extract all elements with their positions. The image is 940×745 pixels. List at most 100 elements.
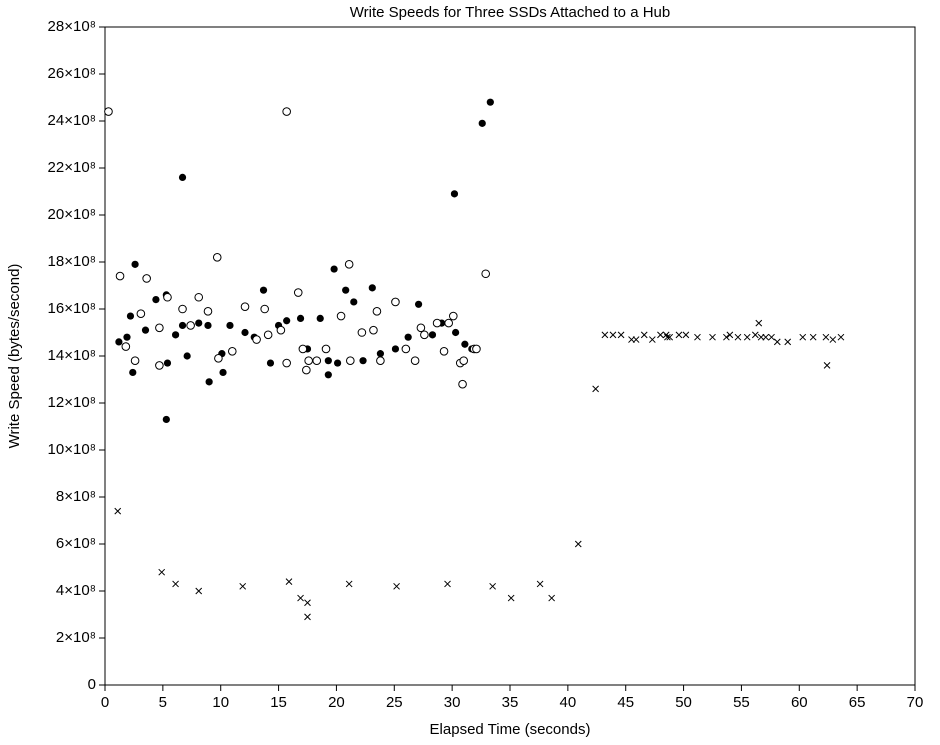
point <box>444 580 451 588</box>
y-tick-label: 26×10⁸ <box>48 65 96 82</box>
point <box>601 331 609 339</box>
point <box>726 331 734 339</box>
y-tick-label: 24×10⁸ <box>48 112 96 129</box>
point <box>194 292 204 302</box>
point <box>203 307 213 316</box>
point <box>799 333 807 341</box>
x-tick-label: 40 <box>560 694 577 711</box>
point <box>227 347 237 356</box>
point <box>548 594 556 602</box>
point <box>592 385 599 393</box>
point <box>293 288 303 297</box>
point <box>452 328 460 337</box>
y-tick-label: 4×10⁸ <box>56 582 96 599</box>
y-tick-label: 20×10⁸ <box>48 206 96 223</box>
point <box>158 568 166 576</box>
point <box>321 344 331 354</box>
point <box>664 333 671 341</box>
x-tick-label: 70 <box>907 694 924 711</box>
point <box>214 354 223 363</box>
y-tick-label: 18×10⁸ <box>48 253 96 270</box>
x-tick-label: 25 <box>386 694 403 711</box>
x-tick-label: 45 <box>617 694 634 711</box>
point <box>333 359 342 367</box>
point <box>126 312 135 320</box>
point <box>428 331 437 339</box>
point <box>404 333 412 341</box>
point <box>172 580 179 588</box>
point <box>115 338 123 346</box>
point <box>263 330 273 340</box>
point <box>316 314 324 322</box>
x-tick-label: 0 <box>101 694 109 711</box>
point <box>420 330 429 340</box>
point <box>304 599 311 607</box>
point <box>734 333 742 341</box>
point <box>401 344 411 354</box>
y-tick-label: 2×10⁸ <box>56 629 96 646</box>
point <box>751 331 759 339</box>
point <box>617 331 625 339</box>
point <box>823 362 831 369</box>
point <box>186 321 195 330</box>
y-tick-label: 8×10⁸ <box>56 488 96 505</box>
point <box>762 333 770 341</box>
point <box>163 292 172 302</box>
point <box>183 352 191 360</box>
point <box>359 357 367 365</box>
point <box>266 359 275 367</box>
point <box>784 338 792 346</box>
point <box>252 335 261 344</box>
point <box>640 331 648 339</box>
x-axis-label: Elapsed Time (seconds) <box>430 721 591 738</box>
point <box>369 325 378 335</box>
point <box>350 298 358 306</box>
point <box>130 356 140 366</box>
point <box>114 507 122 515</box>
point <box>162 415 170 424</box>
point <box>709 333 716 341</box>
point <box>461 340 469 348</box>
point <box>155 323 164 333</box>
point <box>304 356 313 366</box>
plot-frame <box>104 26 916 686</box>
point <box>241 328 249 337</box>
point <box>240 302 250 311</box>
point <box>330 265 338 273</box>
point <box>282 107 291 116</box>
y-tick-label: 12×10⁸ <box>48 394 96 411</box>
point <box>282 358 291 368</box>
point <box>152 296 160 304</box>
point <box>657 331 664 339</box>
point <box>829 336 837 343</box>
point <box>755 319 763 327</box>
point <box>376 356 385 366</box>
point <box>163 359 172 367</box>
y-tick-label: 0 <box>88 676 96 693</box>
point <box>302 365 311 375</box>
point <box>304 613 311 621</box>
point <box>393 582 400 590</box>
point <box>226 321 234 330</box>
point <box>121 342 131 351</box>
x-tick-label: 60 <box>791 694 808 711</box>
x-tick-label: 30 <box>444 694 461 711</box>
point <box>536 580 544 588</box>
point <box>195 319 203 327</box>
point <box>489 582 496 590</box>
point <box>450 190 459 198</box>
point <box>344 260 354 269</box>
point <box>239 582 247 590</box>
point <box>346 356 355 366</box>
point <box>129 368 137 377</box>
point <box>648 336 656 343</box>
y-tick-label: 22×10⁸ <box>48 159 96 176</box>
point <box>296 314 305 322</box>
point <box>449 311 458 321</box>
point <box>276 325 286 335</box>
y-tick-label: 6×10⁸ <box>56 535 96 552</box>
point <box>195 587 203 595</box>
point <box>205 378 213 386</box>
point <box>297 594 304 602</box>
